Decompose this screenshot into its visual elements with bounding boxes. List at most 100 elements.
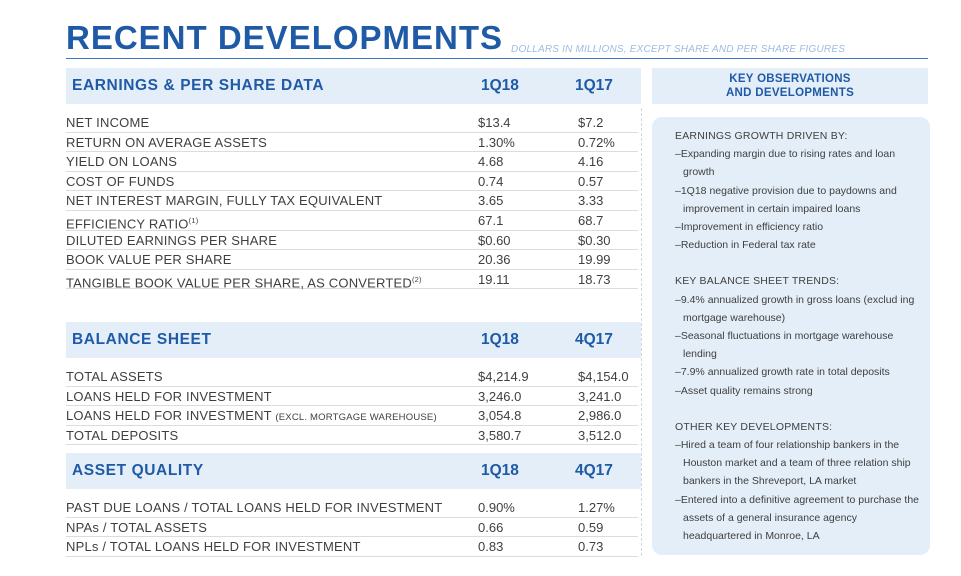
row-label-text: NPAs / TOTAL ASSETS [66,519,208,535]
value-current: 3.65 [478,193,504,209]
row-label: TOTAL DEPOSITS [66,426,178,445]
row-label-text: EFFICIENCY RATIO [66,216,189,232]
table-row: LOANS HELD FOR INVESTMENT (EXCL. MORTGAG… [66,406,638,426]
observation-section: KEY BALANCE SHEET TRENDS: –9.4% annualize… [675,272,920,399]
footnote-marker: (1) [188,215,199,225]
row-label: NET INTEREST MARGIN, FULLY TAX EQUIVALEN… [66,191,382,210]
row-label-text: BOOK VALUE PER SHARE [66,252,232,268]
row-label: EFFICIENCY RATIO(1) [66,211,198,233]
value-current: 0.90% [478,500,515,515]
value-current: $4,214.9 [478,369,529,384]
quality-table: PAST DUE LOANS / TOTAL LOANS HELD FOR IN… [66,498,638,557]
value-current: $13.4 [478,115,511,130]
value-prior: $4,154.0 [578,369,629,384]
quality-col-b: 4Q17 [575,462,613,479]
value-current: 3,246.0 [478,388,522,404]
balance-table: TOTAL ASSETS $4,214.9 $4,154.0 LOANS HELD F… [66,367,638,446]
observation-item: –Expanding margin due to rising rates an… [675,148,896,179]
observation-heading: KEY BALANCE SHEET TRENDS: [675,275,840,288]
row-label-text: NPLs / TOTAL LOANS HELD FOR INVESTMENT [66,539,361,555]
quality-title: ASSET QUALITY [72,462,204,479]
observation-item: –Hired a team of four relationship banke… [675,439,911,488]
observations-panel: EARNINGS GROWTH DRIVEN BY: –Expanding mar… [652,117,930,555]
row-label: NPLs / TOTAL LOANS HELD FOR INVESTMENT [66,537,361,556]
table-row: LOANS HELD FOR INVESTMENT 3,246.0 3,241.0 [66,387,638,407]
observation-item: –7.9% annualized growth rate in total de… [675,366,890,379]
value-prior: 0.73 [578,539,604,555]
balance-header: BALANCE SHEET 1Q18 4Q17 [66,322,641,358]
header: RECENT DEVELOPMENTS DOLLARS IN MILLIONS,… [66,18,845,58]
row-label: TOTAL ASSETS [66,367,163,386]
observations-header: KEY OBSERVATIONS AND DEVELOPMENTS [652,68,928,104]
value-current: 3,580.7 [478,427,522,443]
observation-heading: EARNINGS GROWTH DRIVEN BY: [675,130,848,142]
page-title: RECENT DEVELOPMENTS [66,19,504,56]
value-prior: 3,512.0 [578,427,622,443]
table-row: BOOK VALUE PER SHARE 20.36 19.99 [66,250,638,270]
table-row: NET INCOME $13.4 $7.2 [66,113,638,133]
earnings-col-b: 1Q17 [575,77,613,94]
value-prior: 18.73 [578,271,611,287]
balance-title: BALANCE SHEET [72,331,212,348]
row-label-text: DILUTED EARNINGS PER SHARE [66,232,278,248]
observation-section: EARNINGS GROWTH DRIVEN BY: –Expanding mar… [675,127,920,254]
row-label-text: PAST DUE LOANS / TOTAL LOANS HELD FOR IN… [66,500,443,515]
value-prior: 3,241.0 [578,388,622,404]
value-prior: 0.72% [578,134,615,150]
quality-col-a: 1Q18 [481,462,519,479]
observation-item: –Asset quality remains strong [675,384,813,397]
value-prior: 1.27% [578,500,615,515]
table-row: NPLs / TOTAL LOANS HELD FOR INVESTMENT 0.… [66,537,638,557]
footnote-marker: (2) [411,274,422,284]
row-label-text: COST OF FUNDS [66,173,175,189]
table-row: EFFICIENCY RATIO(1) 67.1 68.7 [66,211,638,231]
row-label: TANGIBLE BOOK VALUE PER SHARE, AS CONVER… [66,270,422,292]
value-prior: 0.59 [578,519,604,535]
value-current: 3,054.8 [478,408,522,424]
value-current: 67.1 [478,212,504,228]
value-prior: $0.30 [578,232,611,248]
row-label-text: NET INCOME [66,115,150,130]
row-label-text: NET INTEREST MARGIN, FULLY TAX EQUIVALEN… [66,193,383,209]
quality-header: ASSET QUALITY 1Q18 4Q17 [66,453,641,489]
table-row: COST OF FUNDS 0.74 0.57 [66,172,638,192]
row-label: PAST DUE LOANS / TOTAL LOANS HELD FOR IN… [66,498,442,517]
table-row: NPAs / TOTAL ASSETS 0.66 0.59 [66,518,638,538]
value-prior: 3.33 [578,193,604,209]
row-label: BOOK VALUE PER SHARE [66,250,232,269]
row-label: LOANS HELD FOR INVESTMENT (EXCL. MORTGAG… [66,406,437,427]
row-label-text: RETURN ON AVERAGE ASSETS [66,134,268,150]
value-prior: 0.57 [578,173,604,189]
value-current: 4.68 [478,154,504,170]
observation-item: –Reduction in Federal tax rate [675,239,816,252]
table-row: DILUTED EARNINGS PER SHARE $0.60 $0.30 [66,231,638,251]
observations-title-line2: AND DEVELOPMENTS [725,87,855,99]
earnings-col-a: 1Q18 [481,77,519,94]
value-current: 1.30% [478,134,515,150]
value-prior: 68.7 [578,212,604,228]
value-prior: 19.99 [578,252,611,268]
table-row: PAST DUE LOANS / TOTAL LOANS HELD FOR IN… [66,498,638,518]
table-row: RETURN ON AVERAGE ASSETS 1.30% 0.72% [66,133,638,153]
balance-col-a: 1Q18 [481,331,519,348]
observations-title-line1: KEY OBSERVATIONS [729,73,851,85]
value-current: 19.11 [478,271,510,287]
column-divider [641,108,642,556]
observation-item: –Seasonal fluctuations in mortgage wareh… [675,330,894,361]
value-current: 20.36 [478,252,511,268]
title-divider [66,58,928,59]
page-subtitle: DOLLARS IN MILLIONS, EXCEPT SHARE AND PE… [511,44,846,55]
table-row: TOTAL ASSETS $4,214.9 $4,154.0 [66,367,638,387]
table-row: YIELD ON LOANS 4.68 4.16 [66,152,638,172]
value-prior: $7.2 [578,115,604,130]
observation-item: –Entered into a definitive agreement to … [675,493,919,543]
row-label-text: TANGIBLE BOOK VALUE PER SHARE, AS CONVER… [66,275,412,291]
observation-heading: OTHER KEY DEVELOPMENTS: [675,420,833,433]
balance-col-b: 4Q17 [575,331,613,348]
earnings-table: NET INCOME $13.4 $7.2 RETURN ON AVERAGE ASS… [66,113,638,292]
value-prior: 4.16 [578,154,604,170]
table-row: NET INTEREST MARGIN, FULLY TAX EQUIVALEN… [66,191,638,211]
row-label: YIELD ON LOANS [66,152,177,171]
observation-item: –Improvement in efficiency ratio [675,221,824,234]
earnings-title: EARNINGS & PER SHARE DATA [72,77,325,94]
